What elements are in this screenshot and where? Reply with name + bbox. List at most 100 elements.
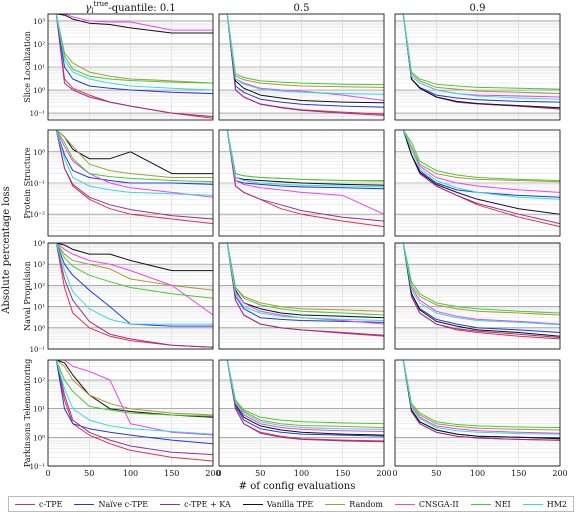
legend-item: c-TPE + KA — [160, 500, 231, 509]
series-line — [48, 360, 213, 456]
series-line — [48, 243, 213, 348]
x-tick-label: 100 — [123, 469, 138, 478]
legend-swatch — [470, 503, 491, 505]
series-line — [48, 243, 213, 316]
panel-r1-c2 — [394, 129, 561, 237]
row-label: Parkinsons Telemonitoring — [23, 359, 32, 467]
legend-swatch — [394, 503, 415, 505]
panel-r2-c1 — [218, 242, 385, 350]
y-tick-label: 10¹ — [33, 406, 45, 414]
panel-r1-c1 — [218, 129, 385, 237]
row-label: Naval Propulsion — [23, 261, 32, 331]
y-tick-label: 10⁻¹ — [30, 463, 46, 471]
y-tick-label: 10⁻² — [30, 211, 46, 219]
panel-frame — [394, 242, 561, 350]
legend-swatch — [74, 503, 95, 505]
series-line — [48, 360, 213, 436]
x-tick-label: 50 — [84, 469, 94, 478]
y-tick-label: 10⁻¹ — [30, 180, 46, 188]
series-line — [219, 130, 384, 188]
panel-frame — [47, 13, 214, 121]
panel-frame — [47, 242, 214, 350]
y-tick-label: 10³ — [33, 18, 45, 26]
legend-item: Vanilla TPE — [242, 499, 314, 509]
series-line — [395, 14, 560, 100]
x-tick-label: 150 — [335, 469, 350, 478]
y-tick-label: 10⁰ — [33, 434, 45, 442]
row-label: Slice Localization — [23, 31, 32, 103]
y-tick-label: 10¹ — [33, 64, 45, 72]
legend-swatch — [160, 503, 181, 505]
series-line — [48, 14, 213, 31]
series-line — [48, 360, 213, 416]
y-tick-label: 10² — [33, 41, 45, 49]
y-tick-label: 10² — [33, 377, 45, 385]
legend-item: c-TPE — [15, 500, 62, 509]
y-tick-label: 10² — [33, 282, 45, 290]
x-tick-label: 0 — [45, 469, 50, 478]
y-tick-label: 10⁻¹ — [30, 346, 46, 354]
series-line — [48, 243, 213, 291]
legend-label: CNSGA-II — [418, 499, 459, 509]
panel-r0-c1 — [218, 13, 385, 121]
series-line — [395, 360, 560, 435]
legend-item: HM2 — [522, 499, 567, 509]
panel-frame — [394, 359, 561, 467]
series-line — [48, 130, 213, 220]
legend-item: NEI — [470, 500, 511, 509]
series-line — [48, 14, 213, 91]
series-line — [395, 130, 560, 200]
panel-frame — [218, 129, 385, 237]
legend-swatch — [15, 503, 35, 505]
x-tick-label: 50 — [431, 469, 441, 478]
x-tick-label: 200 — [552, 469, 567, 478]
x-axis-label: # of config evaluations — [239, 481, 356, 492]
legend-item: CNSGA-II — [394, 499, 459, 509]
x-tick-label: 150 — [164, 469, 179, 478]
x-tick-label: 200 — [376, 469, 391, 478]
panel-frame — [218, 359, 385, 467]
panel-r0-c2 — [394, 13, 561, 121]
series-line — [48, 130, 213, 178]
y-tick-label: 10¹ — [33, 304, 45, 312]
y-tick-label: 10⁰ — [33, 325, 45, 333]
column-title-1: 0.5 — [294, 3, 310, 14]
y-tick-label: 10⁰ — [33, 149, 45, 157]
x-tick-label: 200 — [205, 469, 220, 478]
panel-r3-c2: 0 50 100 150 200 — [392, 359, 568, 478]
panel-frame — [47, 129, 214, 237]
series-line — [48, 14, 213, 118]
chart-grid: γltrue-quantile: 0.1 0.5 0.9 Absolute perce… — [1, 0, 568, 492]
row-label: Protein Structure — [23, 147, 32, 219]
panel-r2-c0: 10⁻¹ 10⁰ 10¹ 10² 10³ 10⁴ Naval Propulsion — [23, 240, 214, 354]
legend-label: Vanilla TPE — [266, 499, 314, 509]
series-line — [219, 14, 384, 95]
series-line — [48, 360, 213, 445]
series-line — [219, 243, 384, 321]
x-tick-label: 0 — [216, 469, 221, 478]
y-tick-label: 10⁻¹ — [30, 110, 46, 118]
legend: c-TPE Naïve c-TPE c-TPE + KA Vanilla TPE Ran… — [8, 496, 574, 512]
panel-frame — [218, 242, 385, 350]
x-tick-label: 100 — [294, 469, 309, 478]
legend-label: c-TPE + KA — [184, 499, 231, 509]
panel-r3-c1: 0 50 100 150 200 — [216, 359, 392, 478]
panel-frame — [394, 129, 561, 237]
legend-label: Naïve c-TPE — [98, 499, 149, 509]
y-axis-label: Absolute percentage loss — [1, 186, 12, 315]
series-line — [48, 360, 213, 435]
x-tick-label: 0 — [392, 469, 397, 478]
x-tick-label: 100 — [470, 469, 485, 478]
x-tick-label: 150 — [511, 469, 526, 478]
x-tick-label: 50 — [255, 469, 265, 478]
y-tick-label: 10⁴ — [33, 240, 45, 248]
series-line — [48, 243, 213, 325]
legend-label: HM2 — [546, 499, 567, 509]
panel-frame — [218, 13, 385, 121]
series-line — [48, 360, 213, 417]
series-line — [395, 243, 560, 326]
legend-swatch — [522, 503, 543, 505]
